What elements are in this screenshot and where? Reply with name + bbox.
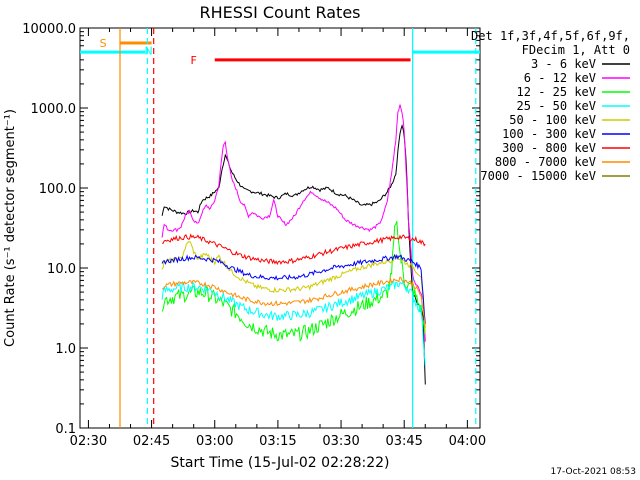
plot-frame xyxy=(79,27,481,429)
legend-label: 7000 - 15000 keV xyxy=(480,169,596,183)
x-tick-label: 02:30 xyxy=(70,434,107,449)
x-tick-label: 03:15 xyxy=(259,434,296,449)
x-tick-label: 03:00 xyxy=(196,434,233,449)
time-markers xyxy=(119,28,477,428)
axis-ticks: 02:30 02:45 03:00 03:15 03:30 03:45 04:00 0.1 1.… xyxy=(22,22,486,449)
legend-label: 300 - 800 keV xyxy=(502,141,596,155)
y-tick-label: 100.0 xyxy=(39,182,76,197)
x-axis-label: Start Time (15-Jul-02 02:28:22) xyxy=(170,455,389,471)
x-tick-label: 03:45 xyxy=(385,434,422,449)
y-tick-label: 10.0 xyxy=(47,262,76,277)
legend-header-line-1: Det 1f,3f,4f,5f,6f,9f, xyxy=(471,29,630,43)
legend-label: 50 - 100 keV xyxy=(509,113,596,127)
series-line-0 xyxy=(161,123,426,385)
series-line-1 xyxy=(161,104,426,342)
legend-label: 3 - 6 keV xyxy=(531,57,596,71)
y-tick-label: 1000.0 xyxy=(31,102,77,117)
legend-label: 25 - 50 keV xyxy=(517,99,596,113)
series-line-6 xyxy=(162,233,426,266)
series-line-4 xyxy=(161,241,426,334)
y-tick-label: 0.1 xyxy=(55,422,76,437)
series-line-7 xyxy=(162,276,426,328)
legend-label: 6 - 12 keV xyxy=(524,71,596,85)
series-line-5 xyxy=(161,253,426,324)
y-tick-label: 10000.0 xyxy=(22,22,76,37)
x-tick-label: 02:45 xyxy=(133,434,170,449)
y-axis-label: Count Rate (s⁻¹ detector segment⁻¹) xyxy=(3,109,18,347)
legend-label: 12 - 25 keV xyxy=(517,85,596,99)
series-line-3 xyxy=(161,279,426,366)
observation-bars: S N F xyxy=(80,37,480,67)
legend-label: 800 - 7000 keV xyxy=(495,155,596,169)
legend: Det 1f,3f,4f,5f,6f,9f, FDecim 1, Att 0 3… xyxy=(471,29,630,183)
chart-title: RHESSI Count Rates xyxy=(200,3,361,22)
timestamp: 17-Oct-2021 08:53 xyxy=(551,467,636,477)
obs-bar-label-s: S xyxy=(100,37,107,50)
obs-bar-label-n: N xyxy=(145,45,153,58)
series-lines xyxy=(161,104,426,385)
legend-header-line-2: FDecim 1, Att 0 xyxy=(522,43,630,57)
x-tick-label: 04:00 xyxy=(449,434,486,449)
obs-bar-label-f: F xyxy=(191,54,197,67)
legend-label: 100 - 300 keV xyxy=(502,127,596,141)
x-tick-label: 03:30 xyxy=(322,434,359,449)
y-tick-label: 1.0 xyxy=(55,342,76,357)
